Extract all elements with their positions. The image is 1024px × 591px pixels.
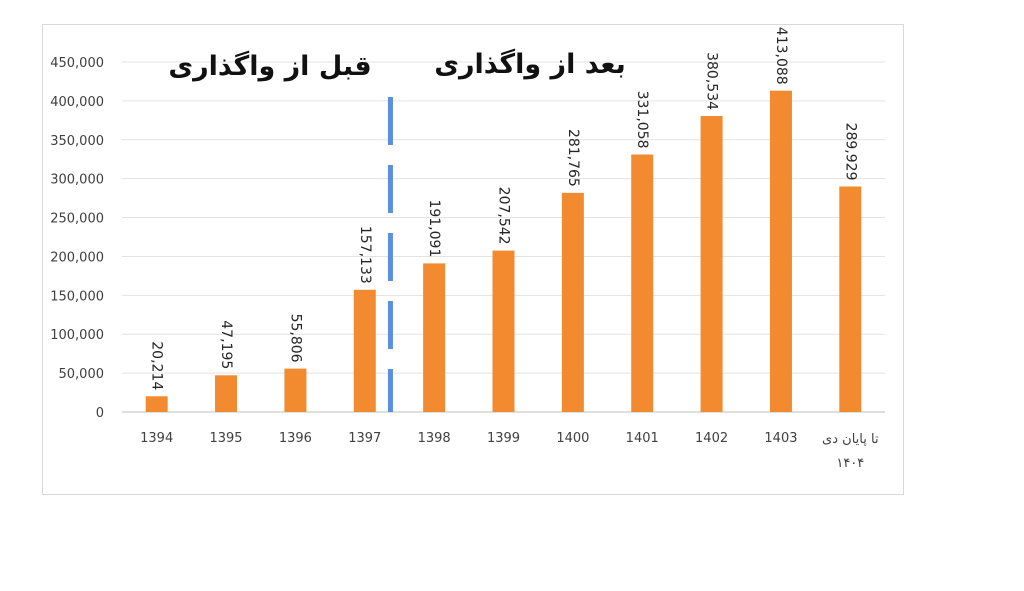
- x-tick-label: 1398: [418, 431, 451, 446]
- y-tick-label: 350,000: [50, 134, 104, 149]
- y-tick-label: 300,000: [50, 173, 104, 188]
- y-tick-label: 200,000: [50, 250, 104, 265]
- chart-frame: [42, 24, 904, 495]
- bar-8: [700, 116, 723, 412]
- data-label: 47,195: [218, 320, 234, 369]
- bar-1: [215, 375, 238, 412]
- data-label: 157,133: [357, 226, 373, 284]
- annotation-after-privatization: بعد از واگذاری: [434, 48, 625, 80]
- data-label: 380,534: [704, 52, 720, 110]
- bar-6: [561, 192, 584, 412]
- y-tick-label: 450,000: [50, 56, 104, 71]
- y-tick-label: 400,000: [50, 95, 104, 110]
- annotation-before-privatization: قبل از واگذاری: [168, 50, 371, 82]
- bar-5: [492, 250, 515, 412]
- bar-2: [284, 368, 307, 412]
- data-label: 191,091: [426, 199, 442, 257]
- x-tick-label: 1397: [348, 431, 381, 446]
- bar-9: [769, 90, 792, 412]
- y-tick-label: 250,000: [50, 212, 104, 227]
- y-tick-label: 0: [96, 406, 104, 421]
- bar-0: [145, 396, 168, 412]
- x-tick-label: 1396: [279, 431, 312, 446]
- data-label: 281,765: [565, 129, 581, 187]
- x-tick-label: تا پایان دی: [822, 432, 879, 447]
- x-tick-label: 1399: [487, 431, 520, 446]
- y-tick-label: 150,000: [50, 289, 104, 304]
- x-axis: 1394 1395 1396 1397 1398 1399 1400 1401 1402 1403…: [140, 431, 879, 471]
- y-tick-label: 50,000: [59, 367, 105, 382]
- y-axis: 0 50,000 100,000 150,000 200,000 250,000 300,0…: [50, 56, 104, 421]
- data-labels: 20,214 47,195 55,806 157,133 191,091 207,542 2…: [149, 27, 859, 391]
- x-tick-label: 1403: [764, 431, 797, 446]
- x-tick-label: 1394: [140, 431, 173, 446]
- bar-4: [423, 263, 446, 412]
- bar-10: [839, 186, 862, 412]
- bar-7: [631, 154, 654, 412]
- data-label: 20,214: [149, 341, 165, 390]
- x-tick-label: 1402: [695, 431, 728, 446]
- x-tick-label-line2: ۱۴۰۴: [836, 456, 864, 471]
- bar-3: [353, 289, 376, 412]
- gridlines: [122, 61, 885, 413]
- data-label: 331,058: [634, 91, 650, 149]
- data-label: 289,929: [842, 123, 858, 181]
- bars: [145, 90, 862, 412]
- x-tick-label: 1395: [209, 431, 242, 446]
- y-tick-label: 100,000: [50, 328, 104, 343]
- data-label: 413,088: [773, 27, 789, 85]
- data-label: 55,806: [287, 314, 303, 363]
- data-label: 207,542: [496, 187, 512, 245]
- x-tick-label: 1400: [556, 431, 589, 446]
- x-tick-label: 1401: [626, 431, 659, 446]
